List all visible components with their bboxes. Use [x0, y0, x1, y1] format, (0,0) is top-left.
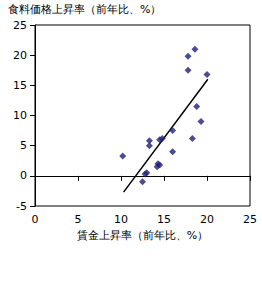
- svg-text:-5: -5: [16, 200, 27, 213]
- svg-text:食料価格上昇率（前年比、%）: 食料価格上昇率（前年比、%）: [8, 3, 161, 16]
- svg-text:0: 0: [20, 169, 27, 182]
- svg-text:5: 5: [20, 139, 27, 152]
- svg-text:25: 25: [243, 213, 257, 226]
- svg-text:20: 20: [13, 49, 27, 62]
- svg-text:20: 20: [200, 213, 214, 226]
- svg-text:0: 0: [32, 213, 39, 226]
- svg-text:25: 25: [13, 19, 27, 32]
- svg-text:5: 5: [75, 213, 82, 226]
- svg-text:15: 15: [157, 213, 171, 226]
- svg-text:15: 15: [13, 79, 27, 92]
- svg-text:10: 10: [114, 213, 128, 226]
- svg-text:賃金上昇率（前年比、%）: 賃金上昇率（前年比、%）: [77, 229, 208, 242]
- svg-text:10: 10: [13, 109, 27, 122]
